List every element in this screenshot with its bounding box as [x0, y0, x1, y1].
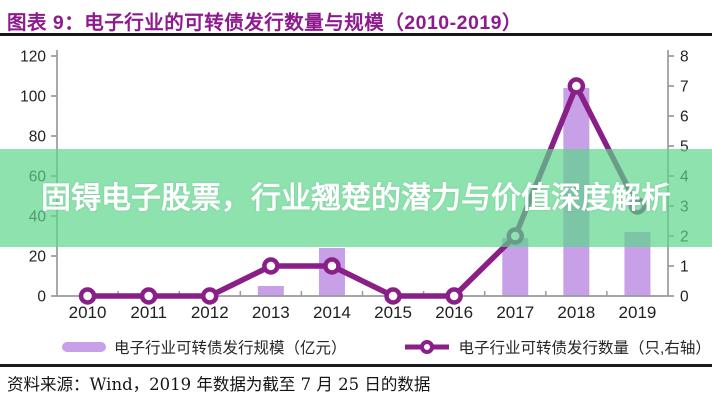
- x-tick-label: 2011: [130, 303, 167, 322]
- right-tick-label: 7: [680, 79, 689, 96]
- source-note: 资料来源：Wind，2019 年数据为截至 7 月 25 日的数据: [7, 375, 431, 394]
- right-tick-label: 8: [680, 49, 689, 66]
- x-tick-label: 2017: [496, 303, 534, 322]
- chart-legend: 电子行业可转债发行规模（亿元） 电子行业可转债发行数量（只,右轴）: [62, 336, 711, 358]
- x-tick-label: 2014: [313, 303, 351, 322]
- x-tick-label: 2019: [619, 303, 657, 322]
- x-tick-label: 2013: [252, 303, 290, 322]
- line-marker-2015: [384, 287, 402, 305]
- line-marker-2013: [262, 257, 280, 275]
- legend-item-line-series: 电子行业可转债发行数量（只,右轴）: [403, 336, 711, 358]
- left-tick-label: 0: [37, 289, 46, 306]
- line-series-swatch: [404, 340, 449, 354]
- watermark-overlay: 固锝电子股票，行业翘楚的潜力与价值深度解析: [0, 149, 712, 247]
- right-tick-label: 0: [680, 289, 689, 306]
- line-marker-2014: [323, 257, 341, 275]
- x-tick-label: 2010: [69, 303, 107, 322]
- title-divider: [0, 33, 712, 36]
- right-tick-label: 6: [680, 109, 689, 126]
- line-marker-2012: [201, 287, 219, 305]
- legend-item-bar-series: 电子行业可转债发行规模（亿元）: [62, 336, 347, 358]
- right-tick-label: 5: [680, 139, 689, 156]
- chart-title: 图表 9：电子行业的可转债发行数量与规模（2010-2019）: [7, 12, 523, 34]
- footer-divider: [0, 364, 712, 367]
- watermark-text: 固锝电子股票，行业翘楚的潜力与价值深度解析: [41, 181, 671, 215]
- left-tick-label: 120: [20, 49, 46, 66]
- right-tick-label: 1: [680, 259, 689, 276]
- bar-series-label: 电子行业可转债发行规模（亿元）: [114, 340, 347, 357]
- bar-2013: [257, 286, 284, 296]
- left-tick-label: 20: [29, 249, 47, 266]
- line-marker-2016: [445, 287, 463, 305]
- x-tick-label: 2018: [557, 303, 595, 322]
- line-marker-2010: [78, 287, 97, 305]
- x-tick-label: 2016: [435, 303, 473, 322]
- line-marker-2018: [567, 77, 586, 95]
- left-tick-label: 80: [29, 129, 47, 146]
- x-tick-label: 2015: [374, 303, 412, 322]
- left-tick-label: 100: [20, 89, 46, 106]
- line-series-label: 电子行业可转债发行数量（只,右轴）: [458, 340, 711, 357]
- bar-series-swatch: [62, 342, 106, 352]
- x-tick-label: 2012: [191, 303, 229, 322]
- legend-line-marker: [419, 340, 434, 354]
- line-marker-2011: [139, 287, 158, 305]
